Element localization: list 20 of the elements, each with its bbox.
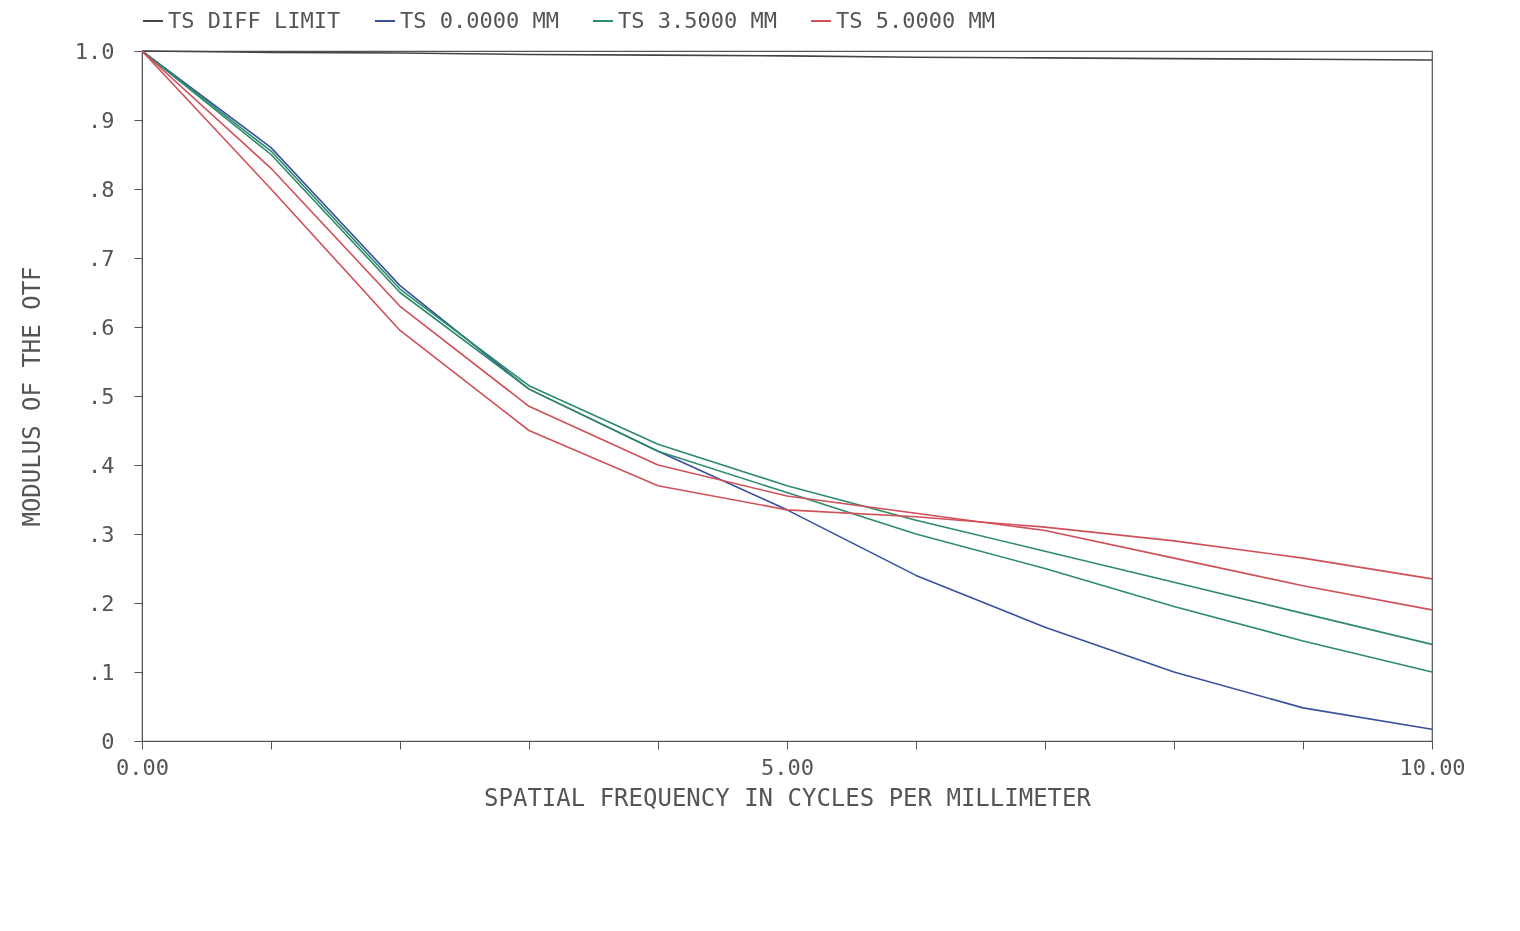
y-tick-label: .3 — [88, 521, 115, 547]
y-tick-label: .7 — [88, 245, 115, 271]
y-tick-label: .5 — [88, 383, 115, 409]
x-tick-label: 10.00 — [1399, 754, 1466, 780]
legend-label: TS 3.5000 MM — [618, 8, 777, 33]
y-tick-label: .9 — [88, 107, 115, 133]
y-tick-label: .1 — [88, 659, 115, 685]
x-axis-title: SPATIAL FREQUENCY IN CYCLES PER MILLIMETER — [484, 783, 1092, 812]
legend-label: TS 5.0000 MM — [836, 8, 995, 33]
y-tick-label: 0 — [101, 728, 115, 754]
legend-label: TS 0.0000 MM — [400, 8, 559, 33]
x-tick-label: 0.00 — [116, 754, 169, 780]
y-axis-title: MODULUS OF THE OTF — [17, 266, 46, 527]
x-tick-label: 5.00 — [761, 754, 814, 780]
y-tick-label: .6 — [88, 314, 115, 340]
y-tick-label: .2 — [88, 590, 115, 616]
y-tick-label: 1.0 — [74, 38, 115, 64]
y-tick-label: .4 — [88, 452, 115, 478]
y-tick-label: .8 — [88, 176, 115, 202]
legend-label: TS DIFF LIMIT — [168, 8, 341, 33]
